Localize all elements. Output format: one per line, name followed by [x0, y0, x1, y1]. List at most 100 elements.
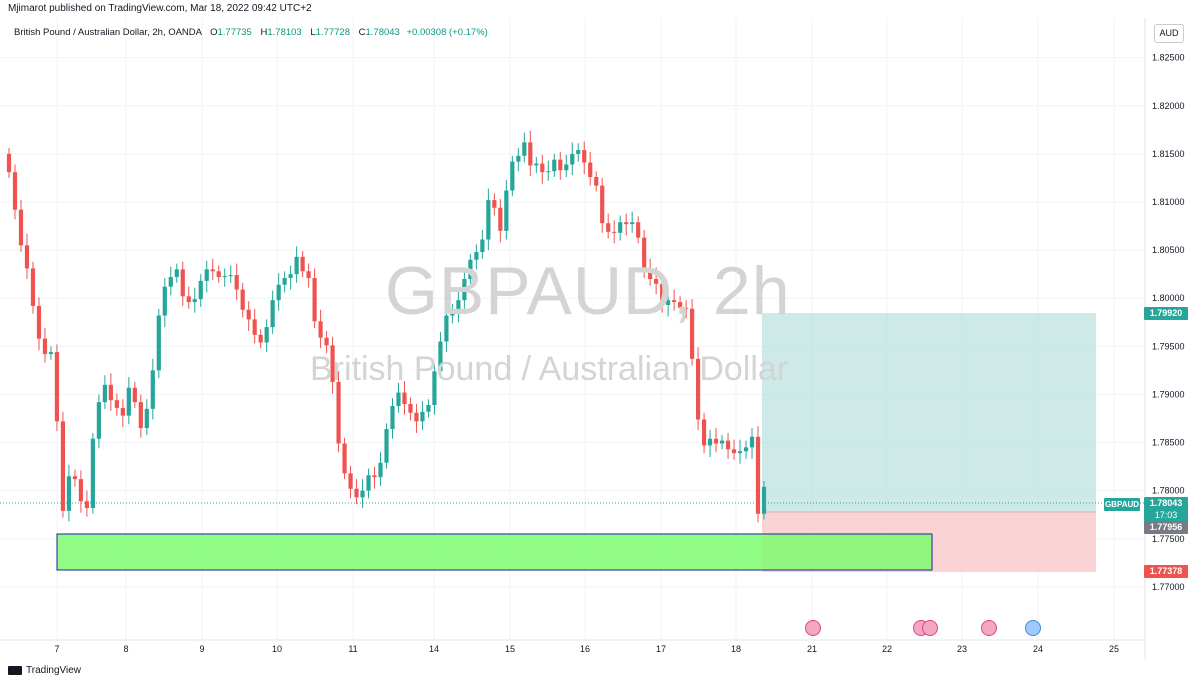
time-tick-label: 25	[1109, 644, 1119, 654]
gb-event-icon[interactable]	[981, 620, 997, 636]
legend-high-label: H	[260, 27, 268, 38]
candle-body	[258, 334, 263, 343]
time-tick-label: 9	[199, 644, 204, 654]
candle-body	[558, 159, 563, 171]
candles	[6, 130, 767, 523]
candle-body	[252, 319, 257, 335]
candle-body	[132, 387, 137, 403]
candle-body	[264, 327, 269, 343]
candle-body	[330, 345, 335, 382]
candle-body	[312, 278, 317, 322]
candle-body	[737, 451, 743, 454]
candle-body	[12, 172, 18, 210]
ohlc-legend: British Pound / Australian Dollar, 2h, O…	[14, 27, 488, 38]
candle-body	[606, 223, 611, 232]
candle-body	[510, 161, 515, 191]
candle-body	[54, 352, 60, 422]
candle-body	[60, 421, 66, 511]
candle-body	[755, 436, 761, 514]
candle-body	[576, 150, 581, 154]
price-tick-label: 1.78000	[1152, 486, 1185, 496]
candle-body	[648, 268, 653, 279]
candle-body	[630, 222, 635, 225]
candle-body	[695, 358, 701, 420]
candle-body	[624, 222, 629, 225]
candle-body	[378, 462, 383, 478]
candle-body	[498, 207, 503, 231]
candle-body	[719, 440, 725, 444]
candle-body	[456, 300, 461, 311]
candle-body	[78, 479, 84, 502]
time-axis[interactable]: 7 8 9 10 11 14 15 16 17 18 21 22 23 24 25	[54, 644, 1119, 654]
candle-body	[342, 443, 347, 474]
time-tick-label: 16	[580, 644, 590, 654]
candle-body	[396, 392, 401, 406]
candle-body	[276, 284, 281, 301]
current-price-tag: 1.78043	[1144, 497, 1188, 510]
candle-body	[282, 278, 287, 285]
candle-body	[162, 286, 167, 316]
candle-body	[468, 259, 473, 279]
candle-body	[318, 321, 323, 338]
price-tick-label: 1.77000	[1152, 582, 1185, 592]
time-tick-label: 22	[882, 644, 892, 654]
currency-button[interactable]: AUD	[1154, 24, 1184, 43]
candle-body	[672, 300, 677, 303]
legend-change: +0.00308 (+0.17%)	[406, 27, 488, 38]
gb-event-icon[interactable]	[922, 620, 938, 636]
time-tick-label: 21	[807, 644, 817, 654]
tradingview-logo[interactable]: TradingView	[8, 665, 81, 676]
candle-body	[462, 278, 467, 301]
legend-open: 1.77735	[217, 27, 252, 38]
candle-body	[474, 252, 479, 260]
gb-event-icon[interactable]	[805, 620, 821, 636]
candle-body	[450, 310, 455, 316]
watermark-symbol: GBPAUD, 2h	[385, 253, 791, 329]
candle-body	[426, 405, 431, 412]
candle-body	[743, 447, 749, 452]
time-tick-label: 8	[123, 644, 128, 654]
time-tick-label: 17	[656, 644, 666, 654]
candle-body	[366, 475, 371, 491]
candle-body	[540, 163, 545, 173]
candle-body	[210, 269, 215, 272]
time-tick-label: 7	[54, 644, 59, 654]
candle-body	[30, 268, 36, 306]
stop-price-tag: 1.77378	[1144, 565, 1188, 578]
candle-body	[48, 352, 54, 355]
candle-body	[588, 162, 593, 177]
candle-body	[600, 185, 605, 224]
candle-body	[24, 245, 30, 269]
candle-body	[546, 171, 551, 173]
candle-body	[306, 271, 311, 279]
candle-body	[570, 153, 575, 165]
candle-body	[240, 289, 245, 310]
candle-body	[444, 315, 449, 342]
candle-body	[6, 153, 12, 173]
profit-zone[interactable]	[762, 313, 1096, 512]
legend-open-label: O	[210, 27, 218, 38]
candle-body	[594, 176, 599, 186]
candle-body	[552, 159, 557, 172]
candle-body	[126, 387, 131, 416]
price-tick-label: 1.77500	[1152, 534, 1185, 544]
candle-body	[504, 190, 509, 231]
candle-body	[348, 473, 353, 489]
candle-body	[108, 384, 113, 401]
support-zone[interactable]	[56, 533, 933, 571]
candle-body	[492, 200, 497, 208]
time-tick-label: 18	[731, 644, 741, 654]
candle-body	[336, 381, 341, 444]
candle-body	[642, 237, 647, 269]
candle-body	[18, 209, 24, 246]
price-axis[interactable]: 1.82500 1.82000 1.81500 1.81000 1.80500 1.800…	[1152, 53, 1185, 592]
au-event-icon[interactable]	[1025, 620, 1041, 636]
candle-body	[564, 164, 569, 171]
price-tick-label: 1.78500	[1152, 438, 1185, 448]
candle-body	[480, 239, 485, 253]
time-tick-label: 24	[1033, 644, 1043, 654]
price-tick-label: 1.81000	[1152, 197, 1185, 207]
candle-body	[300, 256, 305, 272]
legend-low-label: L	[310, 27, 316, 38]
